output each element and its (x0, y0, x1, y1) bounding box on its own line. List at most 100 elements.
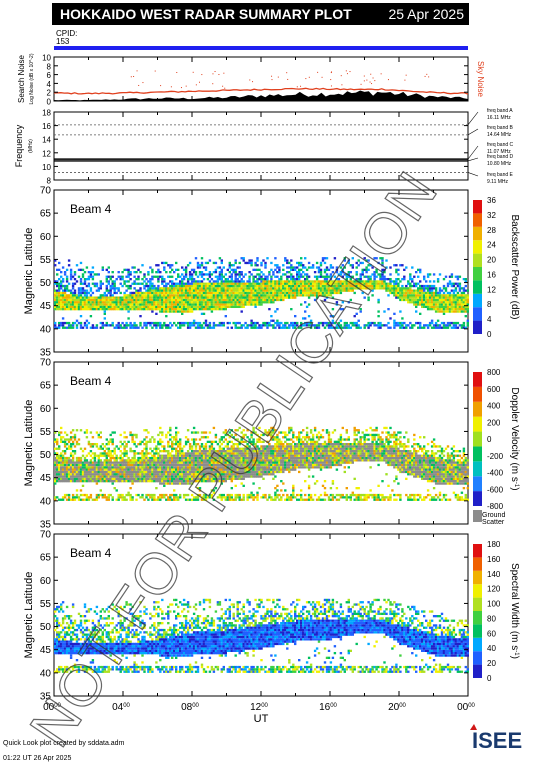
heatmap-cell (79, 296, 83, 299)
heatmap-cell (232, 447, 235, 450)
heatmap-cell (105, 296, 108, 299)
heatmap-cell (63, 461, 67, 464)
heatmap-cell (105, 278, 108, 281)
heatmap-cell (286, 287, 289, 290)
heatmap-cell (323, 271, 327, 274)
heatmap-cell (165, 298, 168, 302)
heatmap-cell (434, 301, 438, 304)
heatmap-cell (157, 463, 160, 467)
heatmap-cell (359, 275, 362, 278)
heatmap-cell (204, 266, 208, 269)
heatmap-cell (222, 463, 225, 467)
heatmap-cell (280, 275, 283, 278)
heatmap-cell (131, 468, 134, 471)
heatmap-cell (216, 468, 220, 471)
heatmap-cell (113, 287, 116, 290)
heatmap-cell (419, 301, 422, 304)
heatmap-cell (240, 324, 243, 327)
heatmap-cell (101, 454, 104, 457)
heatmap-cell (208, 461, 212, 464)
heatmap-cell (81, 282, 85, 285)
heatmap-cell (157, 477, 160, 480)
heatmap-cell (460, 326, 464, 329)
heatmap-cell (202, 308, 206, 311)
heatmap-cell (353, 282, 356, 285)
heatmap-cell (186, 294, 190, 297)
heatmap-cell (149, 468, 152, 471)
heatmap-cell (409, 294, 412, 297)
heatmap-cell (117, 275, 120, 278)
heatmap-cell (141, 493, 144, 497)
heatmap-cell (61, 454, 65, 457)
heatmap-cell (79, 461, 83, 464)
heatmap-cell (147, 473, 150, 476)
heatmap-cell (442, 310, 446, 313)
heatmap-cell (61, 289, 65, 292)
heatmap-cell (173, 461, 176, 464)
heatmap-cell (411, 291, 414, 295)
heatmap-cell (113, 456, 116, 460)
heatmap-cell (430, 291, 434, 295)
heatmap-cell (167, 445, 170, 448)
heatmap-cell (169, 266, 172, 269)
heatmap-cell (129, 470, 132, 474)
heatmap-cell (147, 470, 150, 474)
heatmap-cell (462, 278, 466, 281)
heatmap-cell (214, 475, 218, 478)
heatmap-cell (454, 298, 458, 302)
heatmap-cell (208, 321, 212, 325)
heatmap-cell (214, 284, 218, 288)
heatmap-cell (216, 278, 220, 281)
heatmap-cell (163, 480, 166, 483)
heatmap-cell (254, 294, 257, 297)
heatmap-cell (153, 468, 156, 471)
heatmap-cell (226, 461, 229, 464)
heatmap-cell (266, 321, 269, 325)
heatmap-cell (181, 310, 184, 313)
heatmap-cell (212, 450, 216, 453)
heatmap-cell (466, 308, 469, 311)
heatmap-cell (186, 473, 190, 476)
heatmap-cell (430, 308, 434, 311)
heatmap-cell (456, 282, 460, 285)
heatmap-cell (123, 301, 126, 304)
heatmap-cell (230, 493, 233, 497)
heatmap-cell (192, 440, 196, 443)
heatmap-cell (430, 321, 434, 325)
heatmap-cell (99, 447, 102, 450)
heatmap-cell (135, 282, 138, 285)
heatmap-cell (186, 477, 190, 480)
heatmap-cell (220, 450, 223, 453)
heatmap-cell (373, 257, 376, 260)
heatmap-cell (190, 456, 194, 460)
heatmap-cell (87, 284, 91, 288)
heatmap-cell (73, 301, 77, 304)
heatmap-cell (145, 468, 148, 471)
freq-band-connector (467, 157, 479, 162)
heatmap-cell (131, 496, 134, 499)
heatmap-cell (222, 470, 225, 474)
heatmap-cell (218, 470, 222, 474)
heatmap-cell (444, 326, 448, 329)
heatmap-cell (135, 326, 138, 329)
heatmap-cell (327, 291, 331, 295)
heatmap-cell (161, 289, 164, 292)
heatmap-cell (147, 271, 150, 274)
heatmap-cell (179, 482, 182, 485)
heatmap-cell (103, 463, 106, 467)
power-colorbar-segment (473, 280, 482, 294)
heatmap-cell (155, 305, 158, 308)
heatmap-cell (184, 273, 188, 276)
heatmap-cell (71, 493, 75, 497)
heatmap-cell (381, 324, 384, 327)
heatmap-cell (60, 301, 63, 304)
heatmap-cell (165, 463, 168, 467)
heatmap-cell (157, 303, 160, 306)
heatmap-cell (87, 466, 91, 469)
heatmap-cell (317, 326, 321, 329)
power-colorbar-segment (473, 253, 482, 267)
heatmap-cell (214, 282, 218, 285)
heatmap-cell (190, 305, 194, 308)
heatmap-cell (452, 310, 456, 313)
heatmap-cell (63, 303, 67, 306)
